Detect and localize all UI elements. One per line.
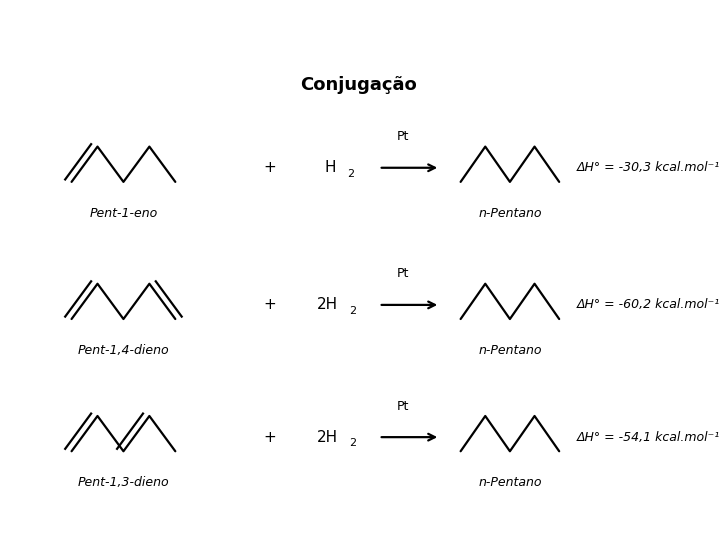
Text: Pt: Pt [397,400,409,413]
Text: Conjugação: Conjugação [300,76,417,93]
Text: n-Pentano: n-Pentano [478,476,541,489]
Text: 13: 13 [11,518,27,528]
Text: +: + [263,430,276,444]
Text: ΔH° = -60,2 kcal.mol⁻¹: ΔH° = -60,2 kcal.mol⁻¹ [577,299,720,312]
Text: Pt: Pt [397,130,409,143]
Text: Pent-1-eno: Pent-1-eno [89,207,158,220]
Text: 2: 2 [348,438,356,448]
Text: QFL0341 — Estrutura e Propriedades de Compostos Orgânicos: QFL0341 — Estrutura e Propriedades de Co… [14,176,23,415]
Text: 2H: 2H [318,430,338,444]
Text: H: H [324,160,336,176]
Text: n-Pentano: n-Pentano [478,343,541,357]
Text: 2H: 2H [318,298,338,313]
Text: Deslocalização eletrônica: Deslocalização eletrônica [161,10,559,40]
Text: ΔH° = -30,3 kcal.mol⁻¹: ΔH° = -30,3 kcal.mol⁻¹ [577,161,720,174]
Text: n-Pentano: n-Pentano [478,207,541,220]
Text: +: + [263,160,276,176]
Text: Pent-1,4-dieno: Pent-1,4-dieno [78,343,169,357]
Text: 2: 2 [346,168,354,179]
Text: Pt: Pt [397,267,409,280]
Text: 2: 2 [348,306,356,316]
Text: ΔH° = -54,1 kcal.mol⁻¹: ΔH° = -54,1 kcal.mol⁻¹ [577,430,720,444]
Polygon shape [5,14,27,36]
Text: +: + [263,298,276,313]
Text: Pent-1,3-dieno: Pent-1,3-dieno [78,476,169,489]
